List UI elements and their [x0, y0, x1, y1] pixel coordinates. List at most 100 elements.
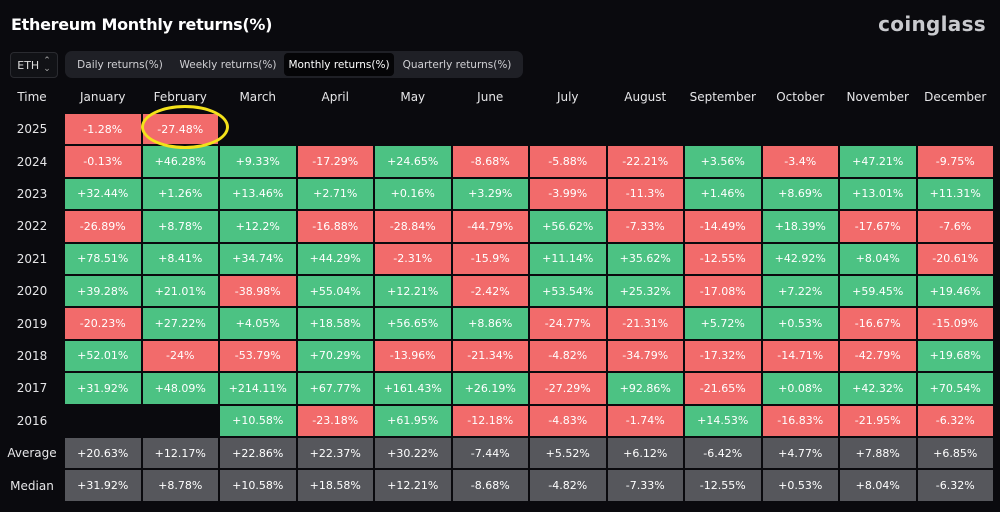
return-cell: -12.55%: [685, 243, 761, 274]
return-cell: -4.83%: [530, 405, 606, 436]
return-cell: +44.29%: [297, 243, 373, 274]
return-cell: -14.49%: [685, 211, 761, 242]
return-cell: +9.33%: [220, 146, 296, 177]
tab-monthly-returns[interactable]: Monthly returns(%): [284, 53, 394, 76]
return-cell: +13.01%: [840, 178, 916, 210]
return-cell: -12.18%: [452, 405, 528, 436]
return-cell: -28.84%: [375, 211, 451, 242]
summary-cell: -12.55%: [685, 470, 761, 501]
return-cell: -38.98%: [220, 276, 296, 307]
month-header: September: [689, 90, 756, 104]
return-cell: +39.28%: [65, 276, 141, 307]
return-cell: -21.65%: [685, 373, 761, 404]
month-header: May: [400, 90, 426, 104]
summary-cell: +12.21%: [375, 470, 451, 501]
return-cell: +8.41%: [142, 243, 218, 274]
return-cell: +56.62%: [530, 211, 606, 242]
month-header: December: [924, 90, 987, 104]
asset-select[interactable]: ETH ⌃ ⌄: [10, 52, 58, 78]
return-cell: -9.75%: [917, 146, 993, 177]
month-header: August: [624, 90, 667, 104]
return-cell: +3.29%: [452, 178, 528, 210]
return-cell: +19.68%: [917, 340, 993, 372]
return-cell: +35.62%: [607, 243, 683, 274]
summary-cell: +6.85%: [917, 438, 993, 469]
return-cell: -27.29%: [530, 373, 606, 404]
return-cell: +4.05%: [220, 308, 296, 339]
year-label: 2024: [16, 154, 48, 169]
return-cell: -42.79%: [840, 340, 916, 372]
return-cell: -16.88%: [297, 211, 373, 242]
return-cell: -24%: [142, 340, 218, 372]
return-cell: +34.74%: [220, 243, 296, 274]
page-title: Ethereum Monthly returns(%): [11, 15, 273, 34]
return-cell: +13.46%: [220, 178, 296, 210]
return-cell: -8.68%: [452, 146, 528, 177]
return-cell: -20.23%: [65, 308, 141, 339]
summary-cell: +8.78%: [142, 470, 218, 501]
time-header: Time: [17, 90, 47, 104]
asset-select-value: ETH: [17, 58, 40, 72]
year-label: 2020: [16, 284, 48, 299]
summary-cell: +6.12%: [607, 438, 683, 469]
return-cell: +70.54%: [917, 373, 993, 404]
return-cell: -17.29%: [297, 146, 373, 177]
return-cell: +31.92%: [65, 373, 141, 404]
return-cell: +8.69%: [762, 178, 838, 210]
return-cell: -2.42%: [452, 276, 528, 307]
return-cell: +19.46%: [917, 276, 993, 307]
return-cell: +161.43%: [375, 373, 451, 404]
return-cell: -44.79%: [452, 211, 528, 242]
return-cell: +11.14%: [530, 243, 606, 274]
month-header: March: [239, 90, 277, 104]
return-cell: +10.58%: [220, 405, 296, 436]
summary-cell: -4.82%: [530, 470, 606, 501]
return-cell: +55.04%: [297, 276, 373, 307]
return-cell: +18.39%: [762, 211, 838, 242]
return-cell: -27.48%: [142, 114, 218, 145]
return-cell: +0.16%: [375, 178, 451, 210]
year-label: 2022: [16, 219, 48, 234]
return-cell: -20.61%: [917, 243, 993, 274]
return-cell: -14.71%: [762, 340, 838, 372]
return-cell: -3.4%: [762, 146, 838, 177]
year-label: 2017: [16, 381, 48, 396]
summary-cell: +18.58%: [297, 470, 373, 501]
return-cell: +48.09%: [142, 373, 218, 404]
year-label: 2023: [16, 186, 48, 201]
month-header: November: [846, 90, 909, 104]
month-header: February: [153, 90, 207, 104]
summary-cell: -8.68%: [452, 470, 528, 501]
return-cell: +42.92%: [762, 243, 838, 274]
summary-cell: +30.22%: [375, 438, 451, 469]
return-cell: -17.08%: [685, 276, 761, 307]
returns-period-tabs: Daily returns(%) Weekly returns(%) Month…: [65, 51, 523, 78]
return-cell: -15.09%: [917, 308, 993, 339]
return-cell: -4.82%: [530, 340, 606, 372]
return-cell: -34.79%: [607, 340, 683, 372]
return-cell: -1.28%: [65, 114, 141, 145]
tab-daily-returns[interactable]: Daily returns(%): [77, 58, 163, 71]
return-cell: +61.95%: [375, 405, 451, 436]
summary-cell: +22.37%: [297, 438, 373, 469]
up-down-chevron-icon: ⌃ ⌄: [43, 56, 51, 74]
month-header: April: [321, 90, 349, 104]
month-header: January: [80, 90, 126, 104]
return-cell: +214.11%: [220, 373, 296, 404]
summary-cell: -7.44%: [452, 438, 528, 469]
tab-weekly-returns[interactable]: Weekly returns(%): [179, 58, 277, 71]
year-label: 2025: [16, 122, 48, 137]
return-cell: -16.67%: [840, 308, 916, 339]
return-cell: -16.83%: [762, 405, 838, 436]
return-cell: -2.31%: [375, 243, 451, 274]
summary-cell: +0.53%: [762, 470, 838, 501]
return-cell: +1.26%: [142, 178, 218, 210]
tab-quarterly-returns[interactable]: Quarterly returns(%): [402, 58, 512, 71]
return-cell: +18.58%: [297, 308, 373, 339]
summary-cell: +20.63%: [65, 438, 141, 469]
return-cell: -17.67%: [840, 211, 916, 242]
return-cell: +14.53%: [685, 405, 761, 436]
return-cell: +32.44%: [65, 178, 141, 210]
year-label: 2016: [16, 413, 48, 428]
return-cell: -5.88%: [530, 146, 606, 177]
